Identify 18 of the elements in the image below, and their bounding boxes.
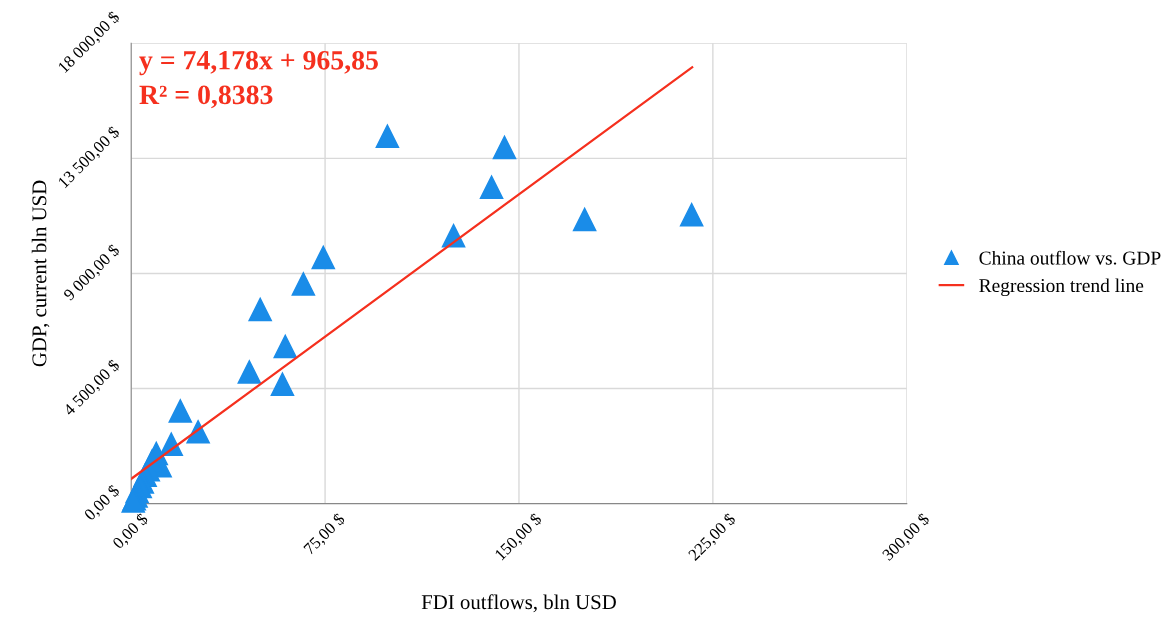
annotation: R² = 0,8383 xyxy=(139,85,273,109)
point xyxy=(248,297,272,322)
point xyxy=(168,399,193,423)
x-axis-title: FDI outflows, bln USD xyxy=(421,594,616,613)
point xyxy=(679,202,704,227)
point xyxy=(270,372,295,397)
legend-label: Regression trend line xyxy=(979,278,1144,297)
point xyxy=(492,135,517,160)
point xyxy=(273,334,298,359)
point xyxy=(311,245,336,270)
point xyxy=(479,175,504,200)
point xyxy=(572,207,597,232)
point xyxy=(375,124,400,148)
annotation: y = 74,178x + 965,85 xyxy=(139,50,378,76)
point xyxy=(291,272,316,296)
legend-label: China outflow vs. GDP xyxy=(979,250,1161,265)
y-axis-title: GDP, current bln USD xyxy=(31,180,50,367)
point xyxy=(237,360,262,384)
